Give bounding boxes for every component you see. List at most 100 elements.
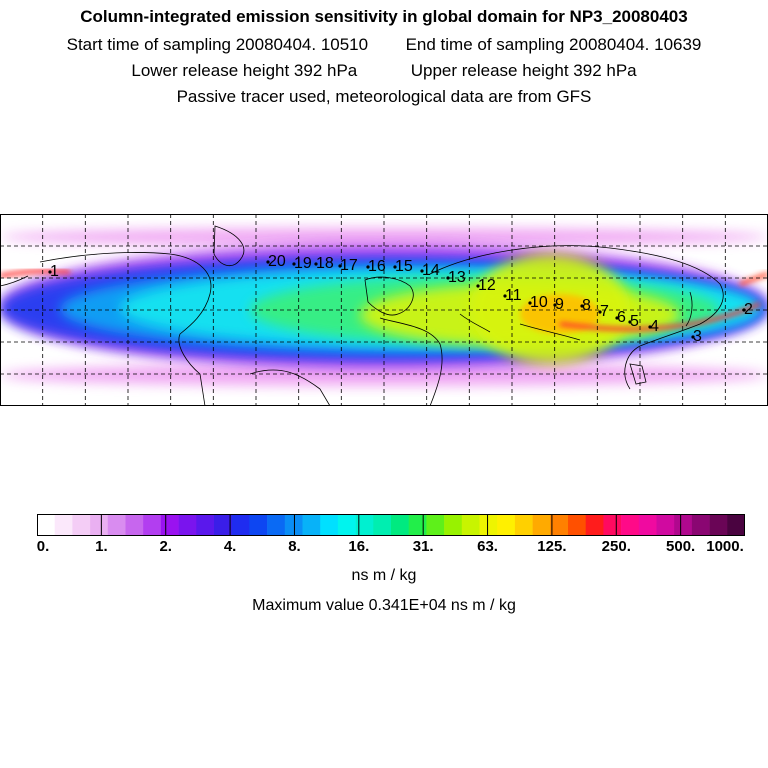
release-point-marker	[628, 320, 632, 324]
colorbar-tick-label: 500.	[666, 538, 696, 555]
colorbar-cell	[550, 514, 569, 536]
coastline	[429, 245, 724, 390]
colorbar-cell	[514, 514, 533, 536]
sensitivity-field	[0, 228, 768, 386]
coastline	[379, 317, 443, 406]
colorbar-cell	[709, 514, 728, 536]
release-point-label: 17	[340, 257, 358, 274]
coastline	[0, 275, 29, 287]
release-point-marker	[366, 265, 370, 269]
colorbar-tick-label: 31.	[412, 538, 434, 555]
release-track	[559, 302, 761, 332]
colorbar-cell	[267, 514, 286, 536]
release-point-marker	[393, 265, 397, 269]
release-point-marker	[266, 260, 270, 264]
colorbar-frame	[37, 514, 745, 536]
colorbar-tick-label: 16.	[348, 538, 370, 555]
colorbar-cell	[355, 514, 374, 536]
colorbar-cell	[408, 514, 427, 536]
colorbar-cell	[107, 514, 126, 536]
coastline	[519, 323, 581, 341]
coastline	[364, 276, 414, 316]
colorbar-cell	[54, 514, 73, 536]
release-point-labels: 20 19 18 17 16 15 14 13 12 11 10 9 8 7 6 5 4 3 2 1	[48, 253, 753, 345]
release-point-marker	[420, 269, 424, 273]
release-point-marker	[314, 262, 318, 266]
sampling-times-line: Start time of sampling 20080404. 10510 E…	[0, 35, 768, 55]
colorbar-tick-label: 1.	[95, 538, 108, 555]
release-point-marker	[691, 335, 695, 339]
tracer-note: Passive tracer used, meteorological data…	[176, 87, 592, 106]
release-point-marker	[742, 308, 746, 312]
colorbar-cell	[656, 514, 675, 536]
release-point-label: 4	[650, 318, 659, 335]
colorbar-tick-label: 1000.	[706, 538, 744, 555]
end-time-text: End time of sampling 20080404. 10639	[405, 35, 702, 54]
colorbar-cell	[585, 514, 604, 536]
coastline	[249, 369, 331, 406]
colorbar-cells	[37, 514, 745, 536]
colorbar-cell	[160, 514, 179, 536]
release-point-label: 10	[530, 294, 548, 311]
colorbar-cell	[621, 514, 640, 536]
colorbar-cell	[249, 514, 268, 536]
release-point-marker	[476, 284, 480, 288]
release-point-label: 16	[368, 258, 386, 275]
start-time-text: Start time of sampling 20080404. 10510	[66, 35, 369, 54]
release-point-marker	[446, 276, 450, 280]
release-point-marker	[292, 262, 296, 266]
colorbar-cell	[214, 514, 232, 536]
colorbar-cell	[320, 514, 339, 536]
colorbar-cell	[143, 514, 162, 536]
release-point-label: 1	[50, 263, 59, 280]
colorbar-cell	[125, 514, 144, 536]
colorbar-cell	[37, 514, 55, 536]
release-point-label: 12	[478, 277, 496, 294]
coastline	[629, 363, 647, 385]
colorbar-cell	[302, 514, 321, 536]
release-point-marker	[338, 264, 342, 268]
plot-title: Column-integrated emission sensitivity i…	[80, 7, 688, 26]
colorbar-units: ns m / kg	[351, 567, 417, 584]
release-point-label: 8	[582, 297, 591, 314]
release-point-marker	[615, 316, 619, 320]
release-point-label: 3	[693, 328, 702, 345]
release-track	[739, 272, 768, 286]
colorbar-cell	[444, 514, 463, 536]
colorbar-cell	[603, 514, 622, 536]
release-point-marker	[648, 325, 652, 329]
release-point-label: 2	[744, 301, 753, 318]
colorbar-cell	[532, 514, 551, 536]
colorbar-cell	[391, 514, 409, 536]
colorbar-cell	[568, 514, 586, 536]
colorbar-cell	[337, 514, 356, 536]
colorbar-cell	[674, 514, 693, 536]
coastline	[213, 225, 245, 267]
release-point-marker	[503, 294, 507, 298]
colorbar-tick-label: 250.	[601, 538, 631, 555]
release-point-marker	[528, 301, 532, 305]
colorbar-cell	[373, 514, 392, 536]
colorbar-cell	[72, 514, 91, 536]
lat-lon-grid	[0, 214, 768, 406]
release-point-marker	[553, 303, 557, 307]
release-point-marker	[48, 270, 52, 274]
coastline	[39, 252, 212, 406]
release-point-label: 14	[422, 262, 440, 279]
coastline	[459, 313, 491, 333]
colorbar-tick-label: 4.	[223, 538, 237, 555]
release-point-label: 15	[395, 258, 413, 275]
colorbar-cell	[479, 514, 498, 536]
release-point-marker	[580, 304, 584, 308]
colorbar-cell	[196, 514, 215, 536]
release-point-label: 20	[268, 253, 286, 270]
colorbar-tick-label: 125.	[537, 538, 567, 555]
coastline	[685, 291, 693, 327]
release-point-label: 6	[617, 309, 626, 326]
emission-sensitivity-map: 20 19 18 17 16 15 14 13 12 11 10 9 8 7 6 5 4 3 2 1	[0, 214, 768, 406]
colorbar-cell	[727, 514, 745, 536]
release-point-label: 11	[505, 287, 522, 304]
colorbar-cell	[638, 514, 657, 536]
colorbar-cell	[461, 514, 480, 536]
lower-height-text: Lower release height 392 hPa	[131, 61, 358, 80]
